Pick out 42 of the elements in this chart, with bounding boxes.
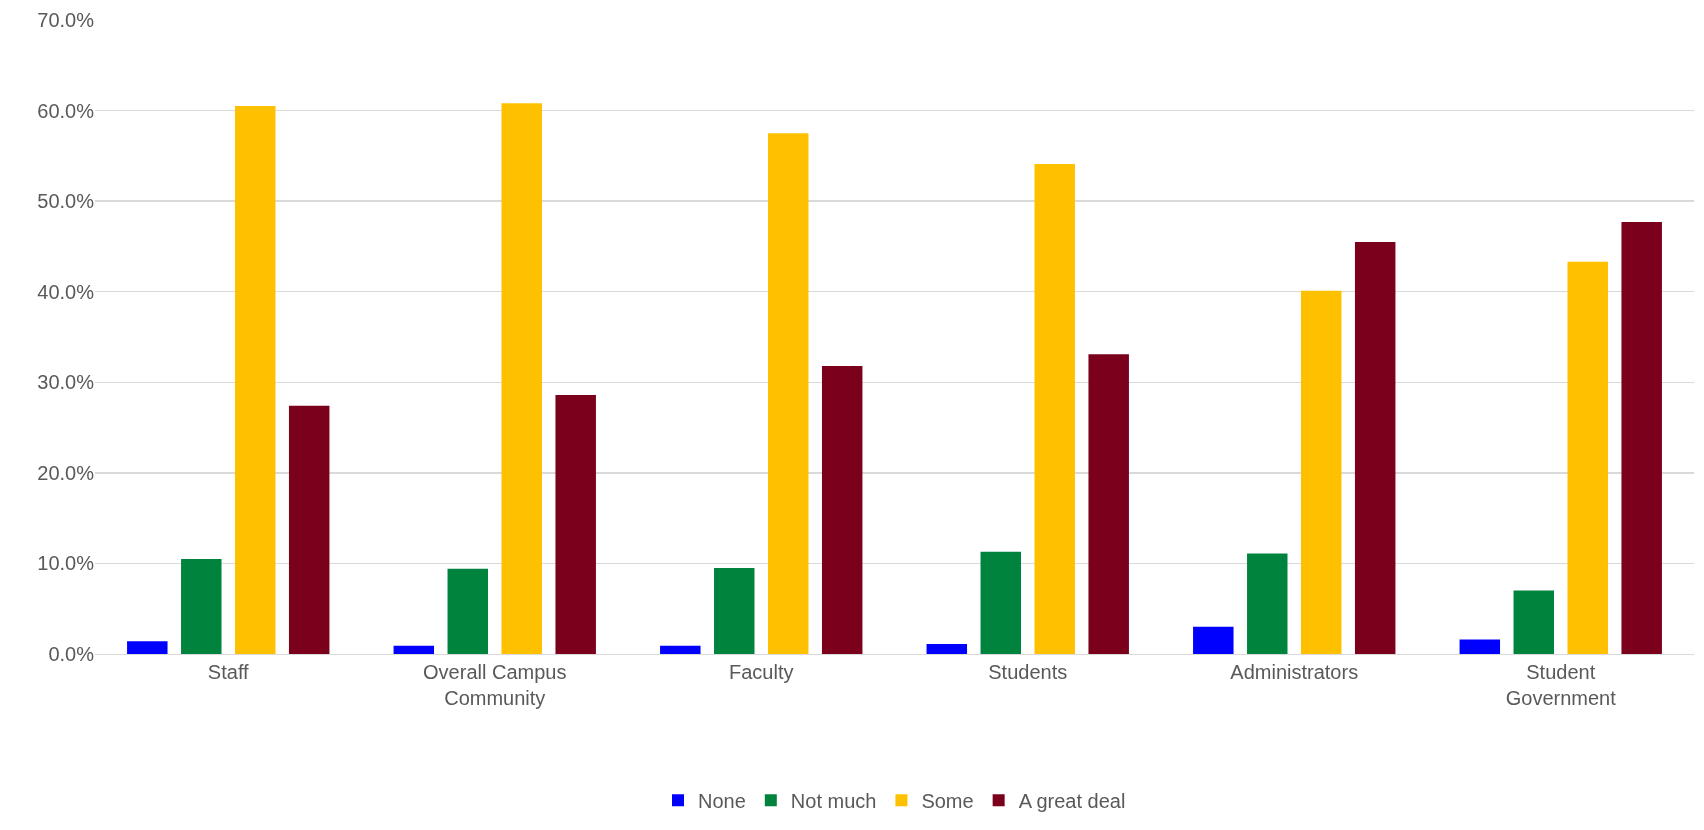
bar bbox=[235, 106, 276, 654]
bar bbox=[1354, 241, 1396, 654]
bar bbox=[980, 551, 1021, 654]
bar bbox=[1034, 164, 1075, 654]
bar bbox=[181, 558, 222, 654]
y-tick-label: 60.0% bbox=[37, 99, 95, 122]
bar bbox=[1301, 290, 1342, 654]
legend-label: Not much bbox=[790, 790, 877, 813]
bar bbox=[714, 567, 755, 654]
bar bbox=[288, 405, 330, 654]
y-tick-label: 0.0% bbox=[48, 643, 95, 665]
bar bbox=[1193, 626, 1234, 654]
legend-label: A great deal bbox=[1018, 790, 1126, 813]
legend-label: None bbox=[698, 790, 746, 813]
bar bbox=[1567, 261, 1608, 654]
x-tick-label: Administrators bbox=[1230, 661, 1359, 683]
bar bbox=[501, 103, 542, 654]
y-tick-label: 40.0% bbox=[37, 280, 95, 303]
legend-label: Some bbox=[921, 790, 974, 813]
y-tick-label: 70.0% bbox=[37, 9, 95, 31]
bar bbox=[1621, 221, 1662, 654]
y-tick-label: 10.0% bbox=[37, 552, 95, 575]
bar bbox=[393, 645, 435, 654]
bar bbox=[1088, 354, 1129, 654]
x-tick-label: Faculty bbox=[729, 661, 794, 683]
x-tick-label: Staff bbox=[207, 661, 250, 683]
bar bbox=[1247, 553, 1288, 654]
y-tick-label: 20.0% bbox=[37, 461, 95, 484]
x-tick-label: Students bbox=[988, 661, 1068, 683]
bar bbox=[768, 133, 809, 654]
x-tick-label: Student Government bbox=[1505, 661, 1617, 709]
bar bbox=[660, 645, 701, 654]
bar bbox=[127, 641, 168, 654]
y-tick-label: 30.0% bbox=[37, 371, 95, 394]
x-tick-label: Overall Campus Community bbox=[423, 661, 567, 709]
y-tick-label: 50.0% bbox=[37, 190, 95, 213]
bar bbox=[1459, 639, 1501, 654]
bar bbox=[1513, 590, 1554, 654]
bar bbox=[926, 644, 968, 654]
bar bbox=[821, 365, 863, 654]
bar bbox=[447, 568, 488, 654]
bar bbox=[555, 394, 596, 654]
